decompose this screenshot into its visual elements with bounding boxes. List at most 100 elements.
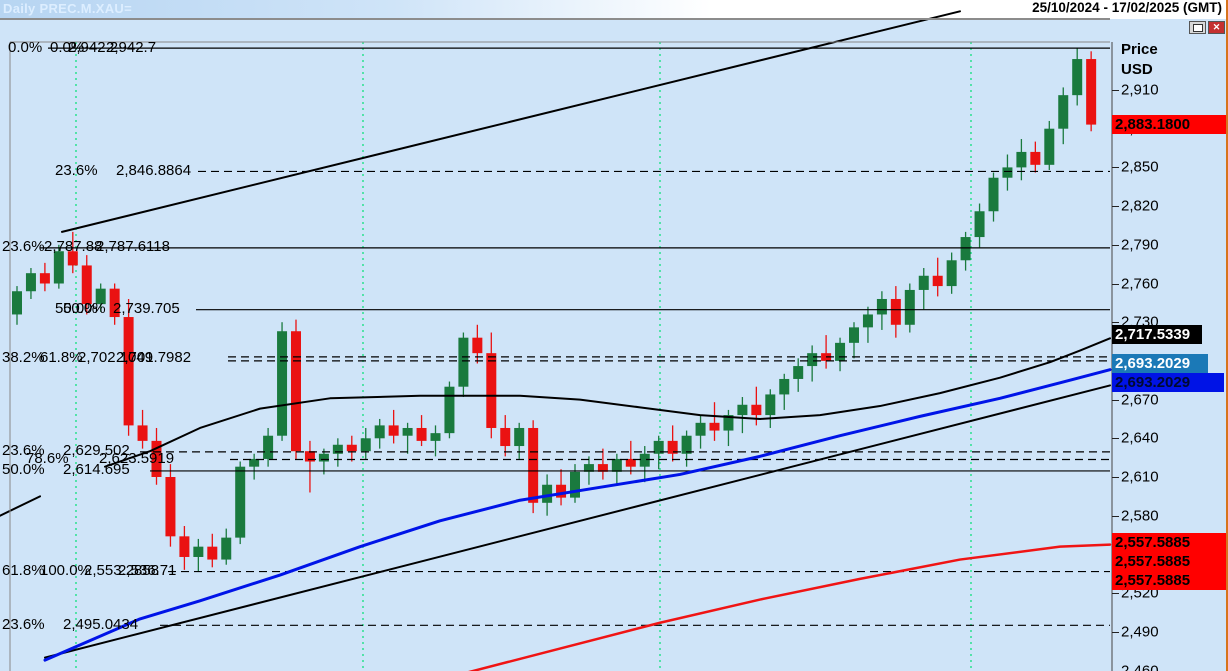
price-tick-label: 2,760: [1121, 275, 1159, 292]
candle-body: [667, 440, 678, 454]
close-window-button[interactable]: ✕: [1208, 21, 1225, 34]
fibonacci-level-label[interactable]: 23.6%: [2, 238, 45, 256]
candle-body: [960, 237, 971, 261]
price-tick-mark: [1112, 322, 1119, 324]
fibonacci-level-label[interactable]: 50.0%: [2, 461, 45, 479]
fibonacci-level-label[interactable]: 2,787.6118: [96, 238, 170, 256]
candle-body: [53, 251, 64, 284]
candle-body: [611, 458, 622, 472]
fibonacci-level-label[interactable]: 2,629.502: [63, 442, 130, 460]
fibonacci-level-label[interactable]: 0.0%: [50, 38, 85, 56]
candle-body: [514, 427, 525, 447]
candle-body: [39, 273, 50, 284]
fibonacci-level-label[interactable]: 2,623.5919: [99, 449, 175, 467]
candle-body: [974, 211, 985, 238]
fibonacci-level-label[interactable]: 2,553.2858: [84, 562, 160, 580]
candle-body: [416, 427, 427, 441]
date-range-label: 25/10/2024 - 17/02/2025 (GMT): [1032, 0, 1222, 15]
fibonacci-level-label[interactable]: 78.6%: [26, 449, 69, 467]
fibonacci-level-label[interactable]: 2,739.705: [113, 300, 180, 318]
candle-body: [402, 427, 413, 436]
candle-body: [388, 425, 399, 436]
candle-body: [500, 427, 511, 447]
candle-body: [556, 484, 567, 498]
fibonacci-level-label[interactable]: 0.0%: [8, 38, 43, 56]
candle-body: [235, 466, 246, 538]
price-tick-label: 2,850: [1121, 158, 1159, 176]
fibonacci-level-label[interactable]: 100.0%: [40, 562, 91, 580]
candle-body: [221, 537, 232, 560]
fibonacci-level-label[interactable]: 2,702.1049: [78, 348, 154, 366]
candle-body: [849, 327, 859, 343]
candle-body: [95, 288, 106, 305]
candle-body: [291, 331, 301, 452]
candle-body: [332, 444, 343, 454]
last-price-badge: 2,557.5885: [1112, 571, 1228, 591]
price-tick-mark: [1112, 206, 1119, 208]
candle-body: [346, 444, 357, 452]
candle-body: [876, 298, 887, 315]
price-tick-label: 2,490: [1121, 623, 1159, 641]
candle-body: [765, 394, 776, 416]
blue-moving-average[interactable]: [43, 368, 1112, 662]
candle-body: [723, 415, 734, 431]
price-tick-label: 2,460: [1121, 662, 1159, 671]
candle-body: [751, 404, 762, 416]
candle-body: [835, 342, 846, 361]
candle-body: [1030, 151, 1041, 165]
fibonacci-level-label[interactable]: 23.6%: [55, 161, 98, 179]
candle-body: [179, 536, 190, 557]
fibonacci-level-label[interactable]: 2,787.88: [44, 238, 103, 256]
last-price-badge: 2,693.2029: [1112, 373, 1224, 393]
black-moving-average[interactable]: [104, 337, 1111, 468]
candle-body: [81, 265, 92, 305]
fibonacci-level-label[interactable]: 2,536.71: [118, 562, 177, 580]
price-tick-label: 2,580: [1121, 507, 1159, 525]
last-price-badge: 2,883.1800: [1112, 115, 1228, 135]
fibonacci-level-label[interactable]: 2,942.2: [68, 38, 119, 56]
candle-body: [25, 273, 36, 292]
red-moving-average[interactable]: [460, 543, 1112, 671]
price-tick-label: 2,790: [1121, 236, 1159, 254]
price-axis-title-line2: USD: [1121, 61, 1153, 78]
candle-body: [193, 546, 204, 557]
candle-body: [1072, 59, 1083, 96]
candle-body: [570, 471, 580, 498]
candle-body: [1016, 151, 1027, 168]
black-trendline-lower[interactable]: [44, 384, 1111, 659]
window-title-bar[interactable]: Daily PREC.M.XAU= 25/10/2024 - 17/02/202…: [0, 0, 1228, 19]
candle-body: [486, 353, 497, 428]
candle-body: [737, 404, 748, 416]
candle-body: [695, 422, 706, 436]
restore-window-button[interactable]: [1189, 21, 1206, 34]
fibonacci-level-label[interactable]: 23.6%: [2, 442, 45, 460]
black-trendline-upper[interactable]: [61, 10, 961, 233]
price-tick-label: 2,910: [1121, 81, 1159, 99]
restore-icon: [1193, 24, 1203, 32]
fibonacci-level-label[interactable]: 23.6%: [2, 615, 45, 633]
fibonacci-level-label[interactable]: 2,701.7982: [116, 348, 192, 366]
fibonacci-level-label[interactable]: 2,942.7: [106, 38, 157, 56]
candle-body: [151, 440, 162, 477]
price-tick-mark: [1112, 593, 1119, 595]
candle-body: [109, 288, 120, 318]
fibonacci-level-label[interactable]: 2,846.8864: [116, 161, 192, 179]
price-tick-mark: [1112, 244, 1119, 246]
black-trendline-left-stub[interactable]: [0, 495, 41, 517]
fibonacci-level-label[interactable]: 50.0%: [55, 300, 98, 318]
candle-body: [304, 451, 315, 462]
fibonacci-level-label[interactable]: 2,495.0434: [63, 615, 139, 633]
candle-body: [263, 435, 274, 459]
fibonacci-level-label[interactable]: 50.0%: [63, 300, 106, 318]
price-tick-label: 2,670: [1121, 391, 1159, 409]
fibonacci-level-label[interactable]: 61.8%: [40, 348, 83, 366]
close-icon: ✕: [1212, 22, 1221, 32]
price-tick-label: 2,610: [1121, 468, 1159, 486]
fibonacci-level-label[interactable]: 61.8%: [2, 562, 45, 580]
fibonacci-level-label[interactable]: 38.2%: [2, 348, 45, 366]
candle-body: [374, 425, 385, 439]
last-price-badge: 2,717.5339: [1112, 324, 1202, 344]
fibonacci-level-label[interactable]: 2,614.695: [63, 461, 130, 479]
